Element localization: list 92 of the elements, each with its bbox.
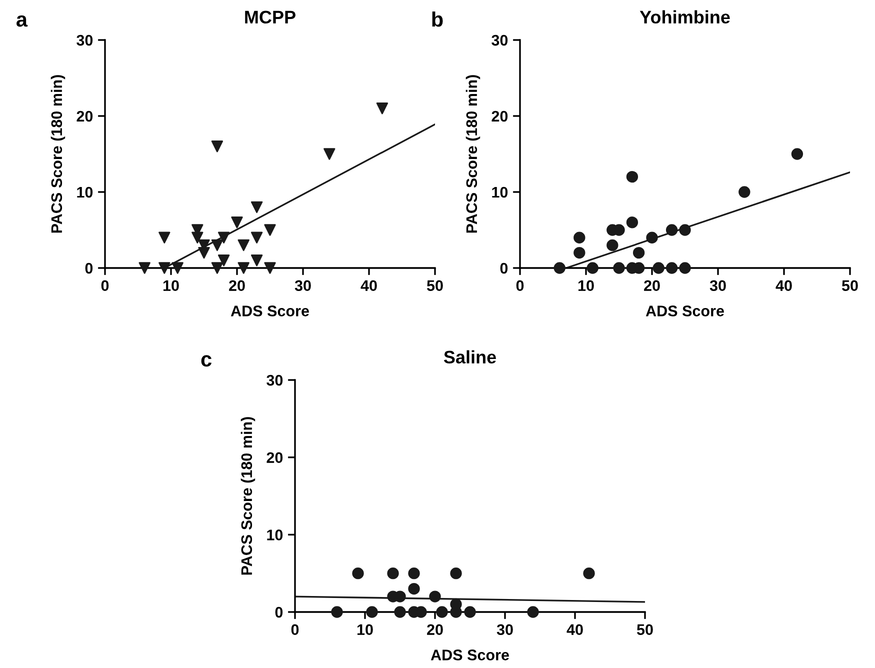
text: a: [16, 15, 28, 27]
y-tick-label: 20: [266, 452, 283, 464]
point: [238, 239, 250, 252]
point: [791, 148, 804, 160]
point: [250, 201, 263, 214]
point: [218, 254, 230, 266]
point: [450, 567, 462, 580]
x-tick-label: 40: [360, 280, 377, 292]
point: [172, 262, 184, 274]
point: [264, 224, 276, 236]
y-tick-label: 10: [267, 530, 283, 540]
x-tick-label: 20: [644, 280, 660, 292]
point: [324, 148, 336, 160]
text: c: [201, 355, 212, 367]
x-axis-title: ADS Score: [646, 306, 724, 316]
point: [408, 567, 420, 580]
x-tick-label: 50: [842, 280, 858, 292]
point: [583, 567, 595, 580]
point: [652, 262, 664, 274]
point: [613, 262, 625, 274]
point: [250, 254, 263, 266]
point: [198, 246, 210, 259]
point: [158, 232, 170, 244]
point: [606, 239, 618, 252]
point: [408, 582, 420, 595]
x-tick-label: 30: [294, 280, 311, 292]
x-tick-label: 10: [578, 280, 594, 292]
chart-title: MCPP: [245, 10, 296, 24]
point: [632, 246, 645, 259]
point: [679, 224, 691, 236]
point: [429, 590, 441, 602]
point: [626, 216, 638, 228]
y-tick-label: 30: [492, 34, 508, 46]
x-tick-label: 10: [163, 280, 179, 292]
x-tick-label: 50: [426, 280, 443, 292]
chart-title: Yohimbine: [640, 10, 730, 24]
point: [574, 232, 586, 244]
point: [666, 224, 678, 236]
x-tick-label: 0: [516, 280, 524, 292]
point: [352, 567, 364, 580]
point: [192, 232, 204, 244]
x-tick-label: 50: [636, 624, 653, 636]
x-tick-label: 20: [427, 624, 443, 636]
point: [464, 606, 476, 618]
point: [738, 186, 750, 198]
point: [138, 262, 150, 274]
x-tick-label: 0: [291, 624, 299, 636]
y-tick-label: 0: [500, 262, 508, 274]
x-tick-label: 10: [357, 624, 373, 636]
point: [331, 606, 343, 618]
point: [218, 232, 230, 244]
text: b: [432, 11, 443, 27]
point: [554, 262, 566, 274]
point: [586, 262, 598, 274]
y-axis-title: PACS Score (180 min): [240, 417, 256, 575]
point: [238, 262, 250, 274]
y-tick-label: 30: [266, 374, 283, 386]
point: [387, 567, 399, 580]
x-axis-title: ADS Score: [430, 650, 509, 660]
point: [646, 232, 658, 244]
x-axis-title: ADS Score: [230, 306, 309, 316]
point: [231, 216, 243, 228]
point: [366, 606, 378, 618]
y-tick-label: 10: [492, 186, 508, 198]
point: [211, 140, 224, 152]
y-tick-label: 10: [77, 186, 93, 198]
y-tick-label: 0: [85, 262, 93, 274]
point: [158, 262, 170, 274]
point: [250, 232, 263, 244]
y-tick-label: 20: [76, 110, 93, 122]
point: [527, 606, 539, 618]
point: [211, 239, 224, 252]
y-axis-title: PACS Score (180 min): [50, 75, 66, 233]
x-tick-label: 0: [101, 280, 109, 292]
chart-title: Saline: [444, 350, 496, 364]
point: [666, 262, 678, 274]
point: [211, 262, 224, 274]
x-tick-label: 40: [776, 280, 792, 292]
x-tick-label: 20: [229, 280, 245, 292]
point: [394, 606, 406, 618]
x-tick-label: 30: [710, 280, 726, 292]
y-tick-label: 30: [76, 34, 93, 46]
point: [626, 170, 638, 183]
point: [376, 102, 388, 114]
point: [436, 606, 448, 618]
point: [679, 262, 691, 274]
y-tick-label: 0: [275, 606, 283, 618]
y-tick-label: 20: [492, 110, 508, 122]
x-tick-label: 40: [566, 624, 583, 636]
point: [574, 246, 586, 259]
point: [264, 262, 276, 274]
y-axis-title: PACS Score (180 min): [466, 75, 480, 233]
